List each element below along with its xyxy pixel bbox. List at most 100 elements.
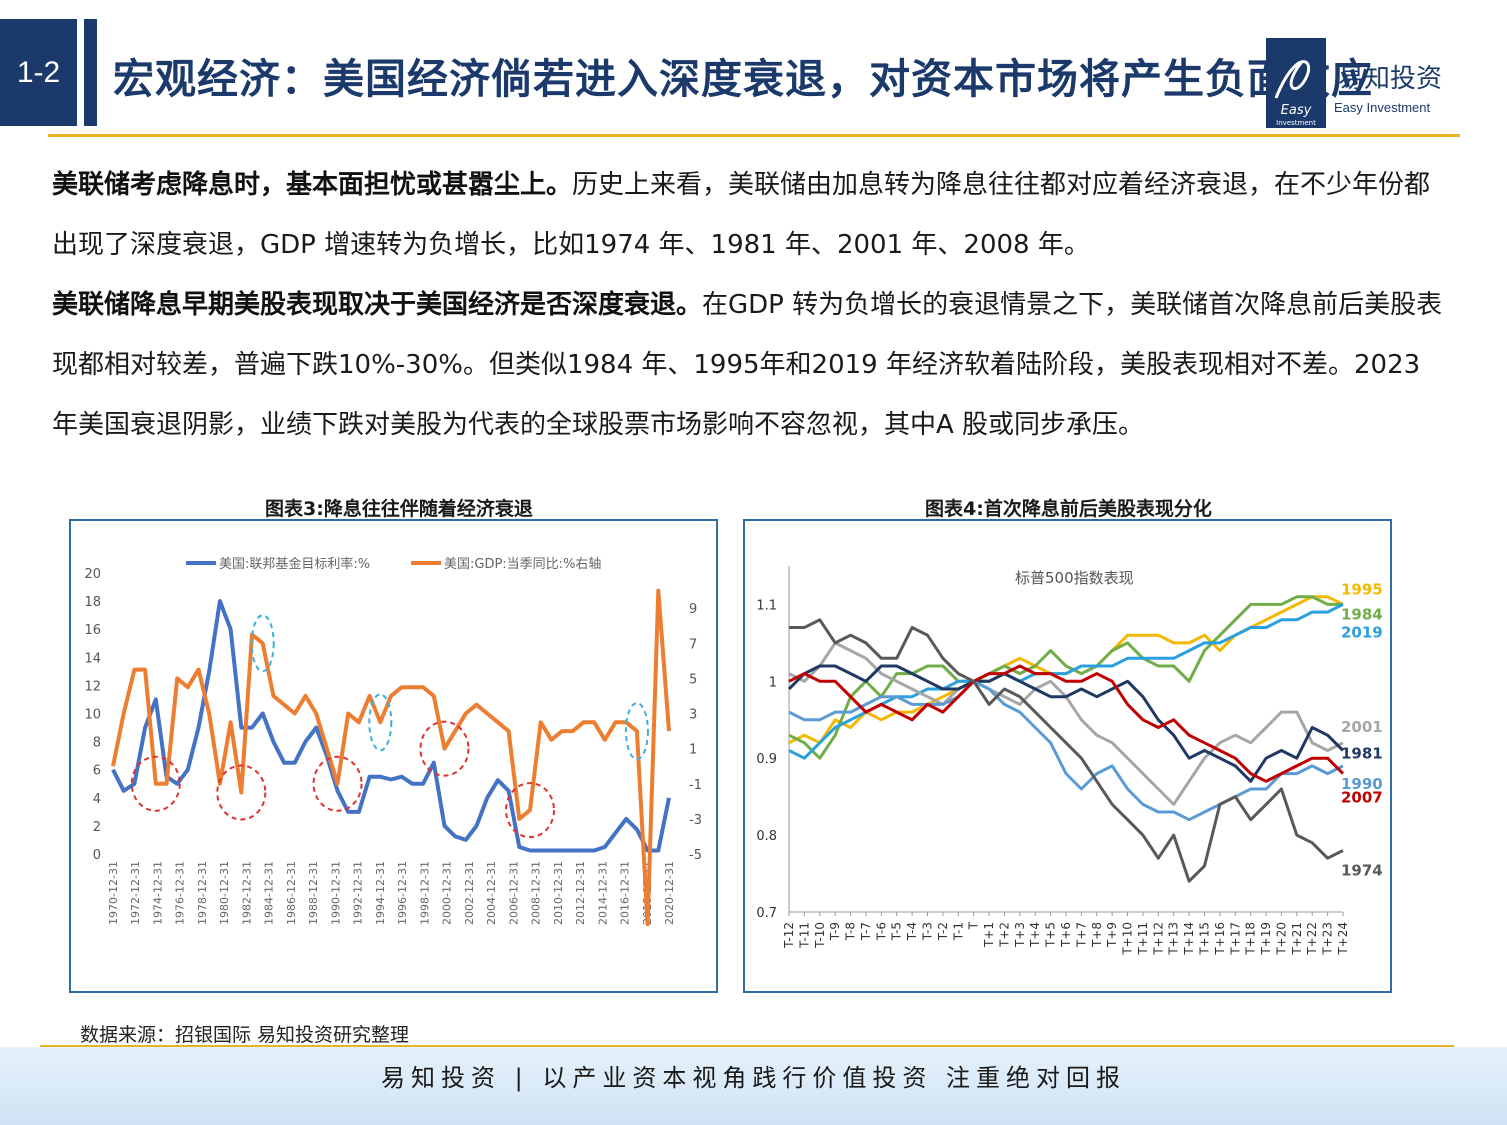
x-tick-label: T+12 (1151, 922, 1165, 956)
y-right-tick-label: -5 (689, 848, 702, 863)
paragraph-2-text: 在GDP 转为负增长的衰退情景之下，美联储首次降息前后美股表现都相对较差，普遍下… (52, 290, 1443, 440)
y-tick-label: 0.7 (756, 906, 777, 921)
svg-text:Easy: Easy (1281, 103, 1312, 118)
x-tick-label: T+4 (1028, 922, 1042, 948)
y-tick-label: 0.8 (756, 829, 777, 844)
paragraph-1-lead: 美联储考虑降息时，基本面担忧或甚嚣尘上。 (52, 170, 573, 200)
x-tick-label: T+15 (1198, 922, 1212, 956)
series-line-1974 (789, 618, 1344, 883)
series-line-1981 (787, 664, 1345, 783)
section-number: 1-2 (0, 19, 77, 126)
x-tick-label: T+20 (1274, 922, 1288, 956)
x-tick-label: T+2 (997, 922, 1011, 948)
y-left-tick-label: 12 (84, 679, 101, 694)
recession-circle (419, 720, 470, 777)
chart3-frame: 0 2 4 6 8 10 12 14 16 18 20 -5 -3 -1 1 3 5 7 9 1970-12-31 19… (69, 519, 718, 993)
x-tick-label: 1982-12-31 (240, 861, 253, 925)
series-end-label: 1981 (1341, 745, 1383, 763)
x-tick-label: T-8 (844, 922, 858, 941)
x-tick-label: T+3 (1013, 922, 1027, 948)
x-tick-label: 2016-12-31 (619, 861, 632, 925)
y-left-tick-label: 6 (93, 764, 101, 779)
x-tick-label: T-11 (797, 922, 811, 949)
series-end-label: 1984 (1341, 605, 1383, 623)
x-tick-label: T (967, 921, 981, 930)
y-left-tick-label: 0 (93, 848, 101, 863)
x-tick-label: T+24 (1336, 922, 1350, 956)
y-right-tick-label: -1 (689, 778, 702, 793)
x-tick-label: 2010-12-31 (552, 861, 565, 925)
y-left-tick-label: 4 (93, 792, 101, 807)
x-tick-label: T+19 (1259, 922, 1273, 956)
x-tick-label: T-9 (828, 922, 842, 941)
x-tick-label: T+13 (1167, 922, 1181, 956)
y-right-tick-label: 3 (689, 708, 697, 723)
header-divider (48, 134, 1460, 137)
gdp-series-line (111, 588, 671, 927)
chart3-svg: 0 2 4 6 8 10 12 14 16 18 20 -5 -3 -1 1 3 5 7 9 1970-12-31 19… (84, 556, 702, 927)
x-tick-label: T+8 (1090, 922, 1104, 948)
x-tick-label: T+21 (1290, 922, 1304, 956)
legend-label: 美国:联邦基金目标利率:% (219, 556, 370, 572)
x-tick-label: T+16 (1213, 922, 1227, 956)
x-tick-label: 1970-12-31 (107, 861, 120, 925)
y-right-tick-label: 5 (689, 672, 697, 687)
section-bar (84, 19, 97, 126)
x-tick-label: T+6 (1059, 922, 1073, 948)
x-tick-label: T-3 (921, 922, 935, 941)
x-tick-label: 2002-12-31 (463, 861, 476, 925)
chart3-title: 图表3:降息往往伴随着经济衰退 (265, 498, 533, 520)
paragraph-1-text: 历史上来看，美联储由加息转为降息往往都对应着经济衰退，在不少年份都出现了深度衰退… (52, 170, 1431, 260)
y-left-tick-label: 20 (84, 567, 101, 582)
y-left-tick-label: 10 (84, 708, 101, 723)
x-tick-label: 1990-12-31 (329, 861, 342, 925)
footer-band (0, 1047, 1507, 1125)
x-tick-label: 2006-12-31 (507, 861, 520, 925)
series-end-label: 2019 (1341, 623, 1383, 641)
brand-logo: Easy Investment 易知投资 Easy Investment (1266, 38, 1466, 128)
series-end-label: 1995 (1341, 580, 1383, 598)
y-tick-label: 1 (769, 675, 777, 690)
page-title: 宏观经济：美国经济倘若进入深度衰退，对资本市场将产生负面效应 (113, 55, 1373, 103)
series-end-label: 2001 (1341, 718, 1383, 736)
recession-circle (130, 755, 181, 812)
x-tick-label: 1992-12-31 (352, 861, 365, 925)
x-tick-label: 1988-12-31 (307, 861, 320, 925)
x-tick-label: 2008-12-31 (530, 861, 543, 925)
x-tick-label: 1986-12-31 (285, 861, 298, 925)
x-tick-label: 2012-12-31 (574, 861, 587, 925)
x-tick-label: T+22 (1305, 922, 1319, 956)
footer-slogan: 易知投资 | 以产业资本视角践行价值投资 注重绝对回报 (381, 1064, 1126, 1092)
svg-text:Investment: Investment (1276, 119, 1316, 127)
chart4-subtitle: 标普500指数表现 (1015, 569, 1134, 587)
y-left-tick-label: 2 (93, 820, 101, 835)
x-tick-label: 1976-12-31 (174, 861, 187, 925)
x-tick-label: T-12 (782, 922, 796, 949)
chart4-svg: 标普500指数表现 0.7 0.8 0.9 1 1.1 T-12 T-11 T-10 T-9 T-8… (756, 566, 1383, 956)
y-right-tick-label: 7 (689, 637, 697, 652)
y-left-tick-label: 14 (84, 651, 101, 666)
legend-label: 美国:GDP:当季同比:%右轴 (444, 557, 601, 572)
recession-circle (312, 755, 363, 812)
x-tick-label: 1980-12-31 (218, 861, 231, 925)
y-tick-label: 1.1 (756, 598, 777, 613)
x-tick-label: T+10 (1121, 922, 1135, 956)
series-end-label: 1974 (1341, 861, 1383, 879)
x-tick-label: T+11 (1136, 922, 1150, 956)
x-tick-label: 1974-12-31 (151, 861, 164, 925)
x-tick-label: 1984-12-31 (263, 861, 276, 925)
logo-mark: Easy Investment (1266, 38, 1326, 128)
x-tick-label: T-4 (905, 922, 919, 941)
soft-landing-circle (624, 702, 649, 761)
soft-landing-circle (368, 693, 393, 752)
x-tick-label: 2014-12-31 (596, 861, 609, 925)
x-tick-label: T-6 (874, 922, 888, 941)
x-tick-label: T-7 (859, 922, 873, 941)
chart4-frame: 标普500指数表现 0.7 0.8 0.9 1 1.1 T-12 T-11 T-10 T-9 T-8… (743, 519, 1392, 993)
series-end-label: 2007 (1341, 789, 1383, 807)
series-end-label: 1990 (1341, 775, 1383, 793)
x-tick-label: T+23 (1321, 922, 1335, 956)
fed-rate-series-line (111, 599, 671, 853)
y-right-tick-label: 1 (689, 743, 697, 758)
x-tick-label: T+17 (1228, 922, 1242, 956)
